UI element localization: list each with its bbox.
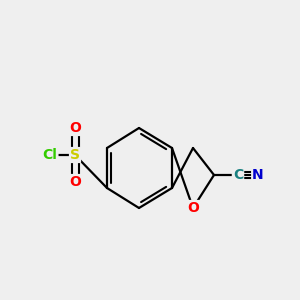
Text: O: O: [69, 175, 81, 189]
Text: C: C: [233, 168, 243, 182]
Text: S: S: [70, 148, 80, 162]
Text: Cl: Cl: [43, 148, 57, 162]
Text: O: O: [187, 201, 199, 215]
Text: O: O: [69, 121, 81, 135]
Text: N: N: [252, 168, 264, 182]
